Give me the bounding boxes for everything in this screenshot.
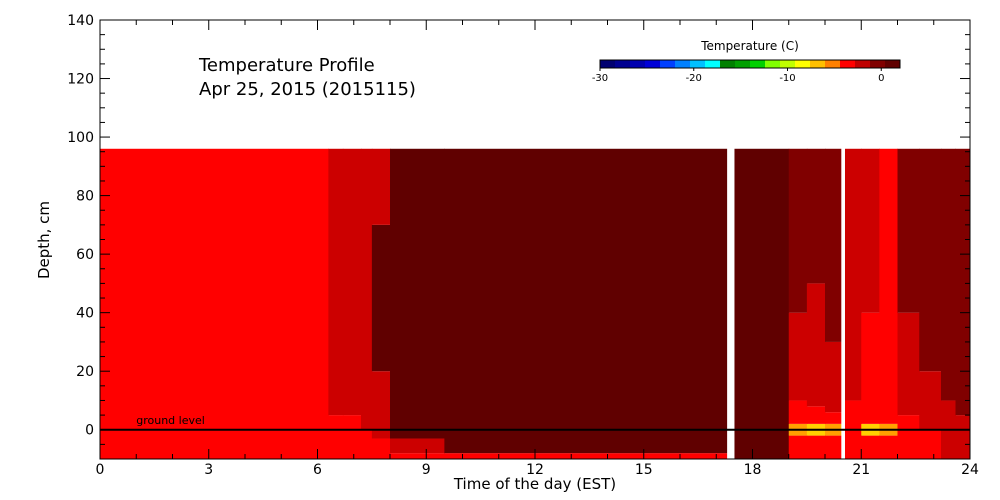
heat-cell-8-0 <box>788 435 808 459</box>
heat-cell-13-0 <box>879 435 898 459</box>
heat-cell-5-2 <box>390 148 445 439</box>
colorbar-tick-label-1: -20 <box>686 73 702 84</box>
colorbar-swatch-10 <box>750 60 766 68</box>
heatmap-cells <box>100 148 971 460</box>
heat-cell-10-4 <box>825 148 842 342</box>
missing-data-gap-1 <box>841 147 845 461</box>
colorbar-swatch-6 <box>690 60 706 68</box>
heat-cell-3-1 <box>361 148 373 430</box>
colorbar-frame <box>599 59 901 69</box>
heat-cell-6-1 <box>444 148 728 454</box>
heat-cell-12-0 <box>861 435 880 459</box>
colorbar-tick-label-0: -30 <box>592 73 608 84</box>
y-axis-label: Depth, cm <box>35 201 53 279</box>
heat-cell-8-3 <box>788 312 808 401</box>
heat-cell-17-0 <box>955 415 971 459</box>
heat-cell-4-1 <box>371 371 391 439</box>
x-tick-label-3: 9 <box>422 462 431 478</box>
y-tick-label-2: 40 <box>76 306 94 322</box>
heat-cell-4-3 <box>371 148 391 225</box>
axis-ticks: 0 3 6 9 12 15 18 21 24 0 20 40 60 80 100 120 140 <box>67 13 979 478</box>
colorbar-swatch-3 <box>645 60 661 68</box>
colorbar-swatch-0 <box>600 60 616 68</box>
heat-cell-9-4 <box>806 148 826 284</box>
x-tick-label-8: 24 <box>961 462 979 478</box>
y-tick-label-4: 80 <box>76 189 94 205</box>
heat-cell-5-0 <box>390 453 445 459</box>
colorbar-tick-label-3: 0 <box>878 73 884 84</box>
heat-cell-4-0 <box>371 438 391 459</box>
ground-level-label: ground level <box>136 414 205 427</box>
heat-cell-2-0 <box>342 415 362 459</box>
heat-cell-6-0 <box>444 453 728 459</box>
heat-cell-0-0 <box>100 148 329 460</box>
heat-cell-14-0 <box>897 415 920 459</box>
colorbar-swatch-12 <box>780 60 796 68</box>
heat-cell-1-1 <box>328 148 344 416</box>
x-tick-label-5: 15 <box>635 462 653 478</box>
colorbar-swatch-17 <box>855 60 871 68</box>
colorbar-swatch-18 <box>870 60 886 68</box>
x-tick-label-4: 12 <box>526 462 544 478</box>
y-tick-label-6: 120 <box>67 72 94 88</box>
heat-cell-16-1 <box>941 148 956 401</box>
heat-cell-8-2 <box>788 400 808 424</box>
colorbar-tick-label-2: -10 <box>779 73 795 84</box>
x-tick-label-7: 21 <box>852 462 870 478</box>
y-tick-label-3: 60 <box>76 247 94 263</box>
heat-cell-15-0 <box>919 429 942 459</box>
heat-cell-8-4 <box>788 148 808 313</box>
heat-cell-17-1 <box>955 148 971 416</box>
heat-cell-14-1 <box>897 312 920 416</box>
heat-cell-10-0 <box>825 435 842 459</box>
colorbar-swatch-13 <box>795 60 811 68</box>
chart-title: Temperature Profile <box>198 55 375 76</box>
colorbar-swatch-5 <box>675 60 691 68</box>
heat-cell-13-2 <box>879 148 898 424</box>
colorbar-swatch-11 <box>765 60 781 68</box>
missing-data-gap-0 <box>727 147 735 461</box>
x-tick-label-2: 6 <box>313 462 322 478</box>
heat-cell-9-2 <box>806 406 826 424</box>
x-axis-label: Time of the day (EST) <box>453 475 616 493</box>
colorbar-swatch-2 <box>630 60 646 68</box>
colorbar-swatch-7 <box>705 60 721 68</box>
heat-cell-5-1 <box>390 438 445 454</box>
colorbar: -30 -20 -10 0 <box>592 59 901 84</box>
colorbar-swatch-8 <box>720 60 736 68</box>
heat-cell-15-1 <box>919 371 942 430</box>
x-tick-label-6: 18 <box>744 462 762 478</box>
heat-cell-7-0 <box>734 148 790 460</box>
colorbar-swatch-9 <box>735 60 751 68</box>
heat-cell-9-0 <box>806 435 826 459</box>
colorbar-swatch-15 <box>825 60 841 68</box>
heat-cell-10-3 <box>825 341 842 413</box>
heat-cell-11-1 <box>844 148 862 401</box>
heat-cell-3-0 <box>361 429 373 459</box>
colorbar-swatch-14 <box>810 60 826 68</box>
y-tick-label-0: 0 <box>85 423 94 439</box>
colorbar-swatch-1 <box>615 60 631 68</box>
heat-cell-2-1 <box>342 148 362 416</box>
y-tick-label-7: 140 <box>67 13 94 29</box>
colorbar-swatch-4 <box>660 60 676 68</box>
x-tick-label-1: 3 <box>204 462 213 478</box>
colorbar-swatch-19 <box>885 60 901 68</box>
heat-cell-10-2 <box>825 412 842 424</box>
heat-cell-15-2 <box>919 148 942 372</box>
y-tick-label-5: 100 <box>67 130 94 146</box>
heat-cell-12-3 <box>861 148 880 313</box>
heat-cell-12-2 <box>861 312 880 424</box>
heat-cell-4-2 <box>371 224 391 372</box>
colorbar-title: Temperature (C) <box>700 39 799 53</box>
heat-cell-14-2 <box>897 148 920 313</box>
heat-cell-9-3 <box>806 283 826 407</box>
missing-data-gaps <box>727 147 845 461</box>
x-tick-label-0: 0 <box>96 462 105 478</box>
y-tick-label-1: 20 <box>76 364 94 380</box>
chart-subtitle: Apr 25, 2015 (2015115) <box>199 79 416 100</box>
colorbar-swatch-16 <box>840 60 856 68</box>
heat-cell-1-0 <box>328 415 344 459</box>
